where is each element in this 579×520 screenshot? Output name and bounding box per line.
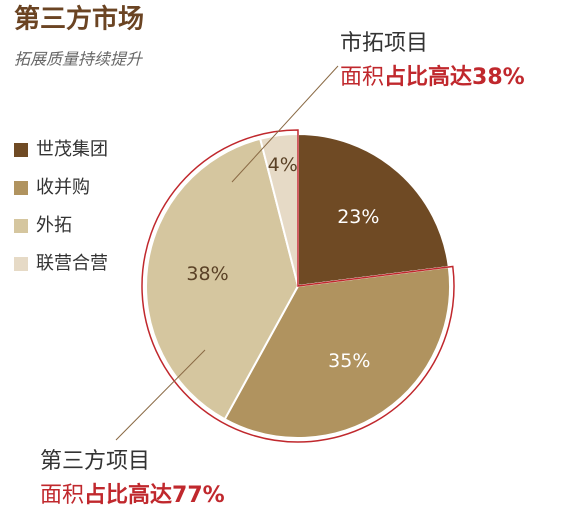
annotation-title: 市拓项目: [340, 31, 428, 56]
annotation-highlight: 占比高达38%: [384, 64, 525, 90]
annotation-title: 第三方项目: [40, 449, 150, 474]
annotation-label: 面积: [40, 483, 84, 508]
data-label: 35%: [328, 350, 370, 372]
annotation-text: 面积占比高达77%: [40, 482, 225, 508]
legend-swatch: [14, 219, 28, 233]
legend-swatch: [14, 181, 28, 195]
data-label: 23%: [337, 206, 379, 228]
pie-slice: [223, 265, 451, 439]
legend-swatch: [14, 143, 28, 157]
legend-label: 外拓: [36, 215, 72, 236]
pie-slice: [297, 132, 450, 288]
legend-swatch: [14, 257, 28, 271]
pie-slice: [145, 137, 300, 421]
annotation-label: 面积: [340, 65, 384, 90]
data-label: 4%: [268, 154, 298, 176]
annotation-text: 面积占比高达38%: [340, 64, 525, 90]
data-label: 38%: [186, 263, 228, 285]
legend-label: 联营合营: [36, 253, 108, 274]
chart-subtitle: 拓展质量持续提升: [14, 50, 143, 69]
highlight-outline: [141, 129, 455, 443]
leader-line: [115, 349, 206, 441]
leader-line: [231, 65, 339, 183]
legend-label: 收并购: [36, 177, 90, 198]
legend-label: 世茂集团: [36, 139, 108, 160]
annotation-highlight: 占比高达77%: [84, 482, 225, 508]
chart-title: 第三方市场: [14, 4, 144, 35]
